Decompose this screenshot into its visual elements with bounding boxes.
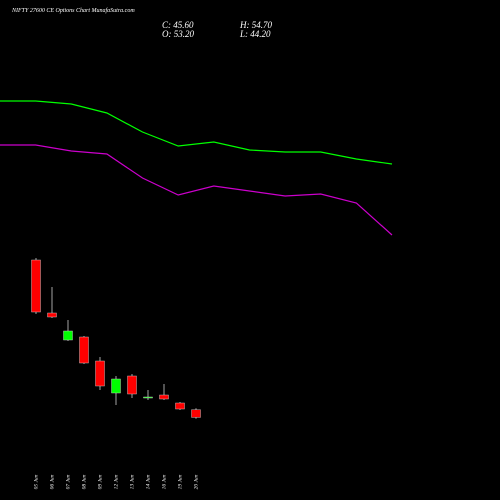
candle-body bbox=[47, 312, 57, 318]
x-tick-label: 05 Jun bbox=[33, 474, 39, 489]
candle-body bbox=[63, 330, 73, 341]
candle-body bbox=[95, 360, 105, 387]
candle-body bbox=[175, 402, 185, 410]
candle-body bbox=[79, 336, 89, 364]
candle-body bbox=[111, 378, 121, 394]
candle-body bbox=[143, 396, 153, 399]
x-tick-label: 19 Jun bbox=[177, 474, 183, 489]
ohlc-label: H: 54.70 bbox=[239, 20, 272, 30]
x-tick-label: 12 Jun bbox=[113, 474, 119, 489]
x-tick-label: 09 Jun bbox=[97, 474, 103, 489]
candle-body bbox=[191, 409, 201, 418]
x-tick-label: 07 Jun bbox=[65, 474, 71, 489]
candle-body bbox=[127, 375, 137, 395]
ohlc-label: C: 45.60 bbox=[162, 20, 194, 30]
candle-body bbox=[31, 259, 41, 313]
x-tick-label: 16 Jun bbox=[161, 474, 167, 489]
candle-body bbox=[159, 394, 169, 400]
indicator-line bbox=[0, 100, 393, 165]
x-tick-label: 06 Jun bbox=[49, 474, 55, 489]
x-tick-label: 14 Jun bbox=[144, 474, 151, 489]
ohlc-label: O: 53.20 bbox=[162, 29, 194, 39]
ohlc-label: L: 44.20 bbox=[239, 29, 271, 39]
x-tick-label: 13 Jun bbox=[129, 474, 135, 489]
chart-title: NIFTY 27600 CE Options Chart MunafaSutra… bbox=[11, 7, 135, 14]
indicator-line bbox=[0, 144, 393, 236]
x-tick-label: 20 Jun bbox=[193, 474, 199, 489]
x-tick-label: 08 Jun bbox=[81, 474, 87, 489]
